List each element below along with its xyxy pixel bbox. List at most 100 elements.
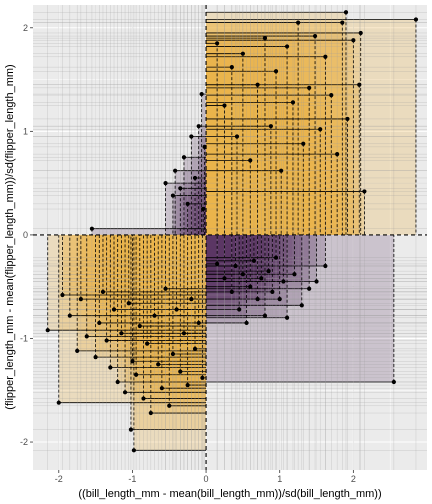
data-point — [312, 33, 318, 39]
data-point — [268, 124, 273, 129]
cov-rect — [206, 234, 218, 264]
data-point — [229, 65, 234, 70]
cov-rect — [206, 234, 277, 258]
data-point — [173, 168, 178, 173]
data-point — [345, 116, 350, 122]
x-tick-label: 1 — [277, 474, 282, 484]
y-tick-label: 2 — [23, 23, 28, 33]
data-point — [296, 20, 301, 25]
data-point — [229, 289, 234, 294]
data-point — [277, 297, 282, 302]
y-tick-label: -2 — [20, 437, 28, 447]
data-point — [237, 307, 242, 312]
cov-rect — [121, 234, 207, 334]
data-point — [178, 369, 183, 374]
data-point — [273, 255, 279, 260]
data-point — [196, 124, 201, 129]
x-axis-title: ((bill_length_mm - mean(bill_length_mm))… — [78, 488, 381, 500]
data-point — [199, 91, 204, 97]
data-point — [202, 144, 207, 149]
cov-rect — [187, 234, 207, 386]
vertical-segments — [47, 5, 417, 470]
data-point — [307, 286, 312, 291]
data-point — [259, 276, 264, 281]
data-point — [141, 396, 146, 401]
data-point — [97, 320, 102, 326]
cov-rect — [206, 43, 218, 235]
data-point — [318, 127, 323, 132]
data-point — [273, 69, 279, 74]
data-point — [174, 307, 179, 312]
data-point — [167, 403, 172, 408]
data-point — [290, 100, 296, 105]
data-point — [233, 263, 238, 269]
data-point — [335, 152, 340, 157]
data-point — [170, 351, 176, 357]
data-point — [240, 272, 245, 277]
data-point — [100, 289, 106, 294]
data-point — [200, 375, 205, 380]
data-point — [284, 315, 290, 320]
cov-rect — [206, 118, 348, 235]
cov-rect — [202, 234, 207, 378]
data-point — [156, 362, 161, 367]
data-point — [152, 313, 157, 318]
cov-rect — [206, 234, 254, 261]
data-point — [178, 186, 183, 191]
data-point — [281, 279, 286, 284]
data-point — [222, 276, 227, 281]
data-point — [75, 348, 80, 354]
cov-rect — [201, 94, 207, 235]
cov-rect — [158, 234, 207, 365]
x-tick-label: -1 — [128, 474, 136, 484]
data-point — [192, 346, 198, 351]
cov-rect — [204, 146, 207, 235]
axis-ticks: -2 -1 0 1 2 -2 -1 0 1 2 — [20, 23, 356, 484]
data-point — [163, 286, 168, 291]
data-point — [192, 175, 198, 181]
data-point — [84, 334, 89, 339]
x-tick-label: -2 — [55, 474, 63, 484]
data-point — [234, 134, 240, 139]
cov-rect — [150, 234, 207, 414]
data-point — [56, 400, 61, 405]
data-point — [413, 17, 419, 22]
reference-lines — [33, 5, 427, 470]
data-point — [126, 301, 131, 306]
data-point — [351, 38, 356, 43]
data-point — [104, 338, 109, 343]
data-point — [181, 331, 187, 336]
data-point — [323, 54, 328, 59]
cov-rect — [47, 234, 207, 331]
data-point — [185, 382, 190, 388]
cov-rect — [206, 234, 240, 310]
horizontal-segments — [33, 11, 427, 451]
data-point — [115, 379, 120, 385]
cov-rect — [114, 234, 207, 310]
data-point — [391, 379, 396, 385]
y-tick-label: -1 — [20, 333, 28, 343]
cov-rect — [206, 234, 225, 279]
data-point — [284, 44, 290, 49]
y-tick-label: 0 — [23, 230, 28, 240]
data-point — [163, 181, 168, 186]
cov-rect — [136, 234, 207, 375]
data-point — [159, 386, 164, 391]
data-point — [255, 82, 260, 87]
data-point — [201, 206, 206, 212]
data-point — [244, 320, 249, 326]
y-axis-title: (flipper_length_mm - mean(flipper_length… — [4, 64, 16, 409]
data-point — [45, 328, 50, 333]
data-point — [170, 193, 176, 198]
data-point — [78, 297, 83, 302]
data-point — [340, 20, 345, 25]
cov-rect — [206, 191, 365, 235]
cov-rect — [206, 22, 299, 235]
data-point — [122, 390, 128, 395]
data-point — [189, 297, 194, 302]
x-tick-label: 2 — [351, 474, 356, 484]
data-point — [189, 134, 194, 139]
data-point — [329, 93, 334, 98]
data-point — [292, 272, 297, 277]
